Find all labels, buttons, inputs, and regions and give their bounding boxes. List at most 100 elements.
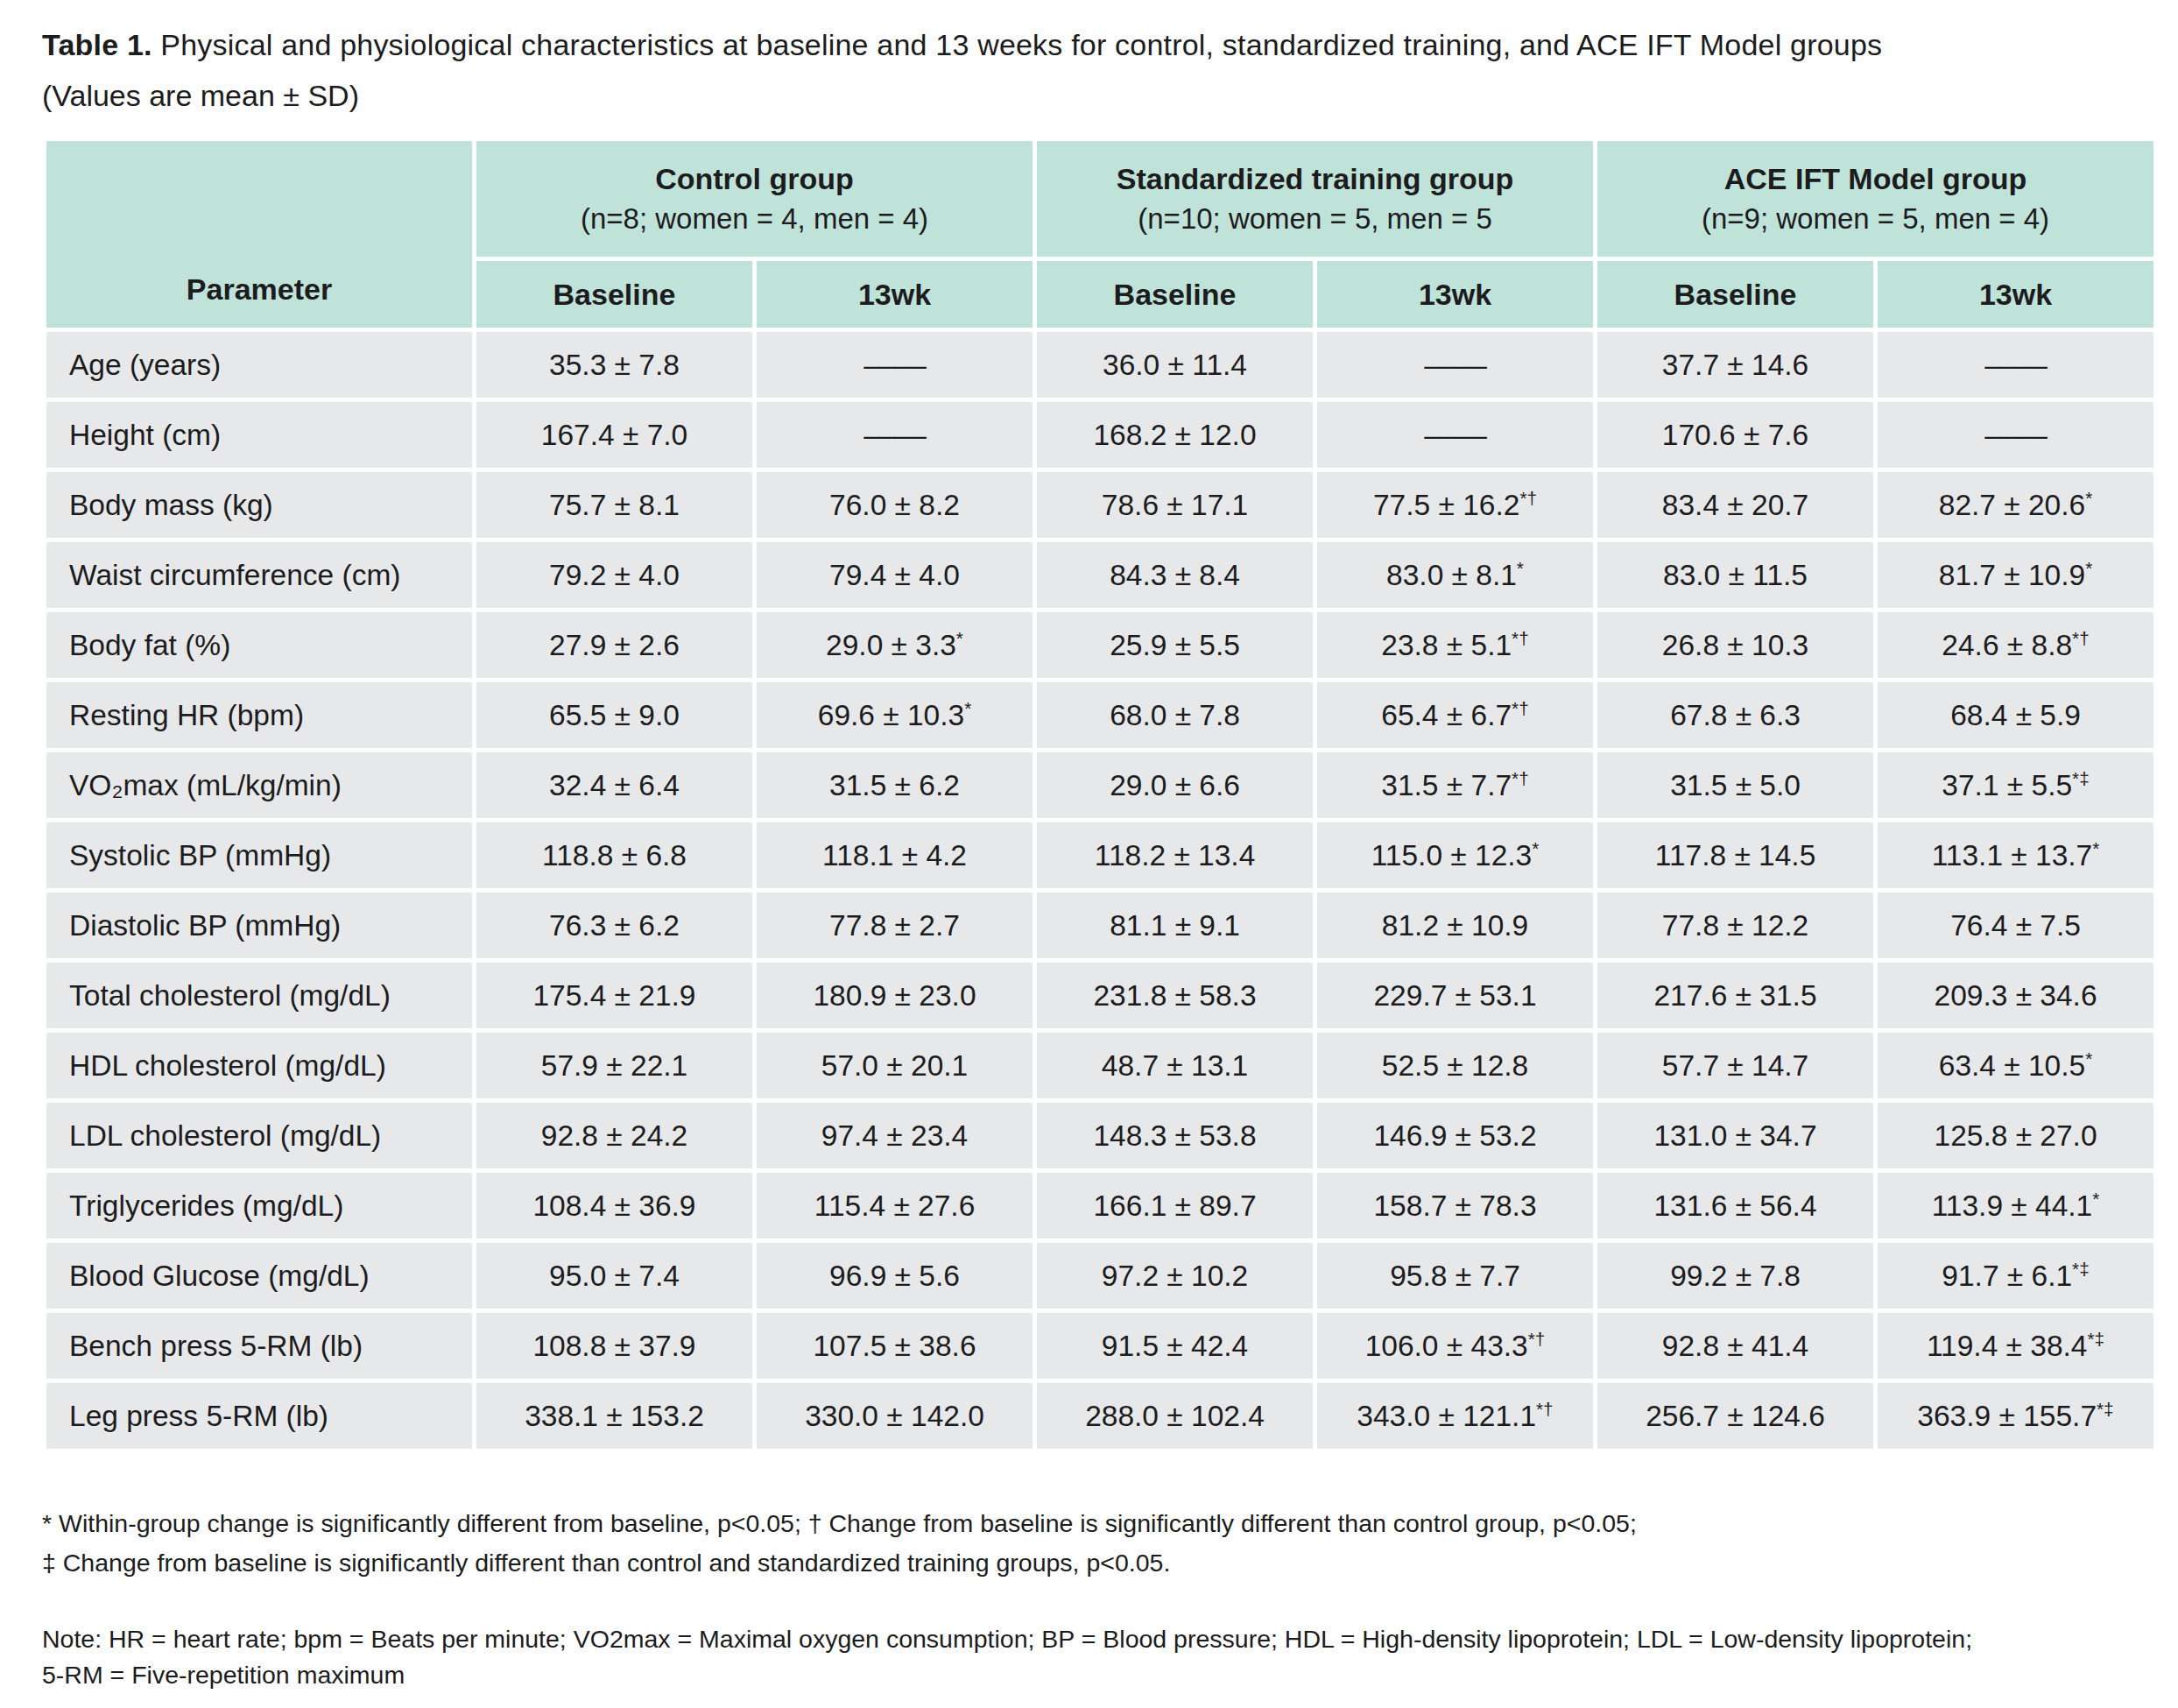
empty-value-dash: –––– (863, 419, 926, 451)
value-cell: 99.2 ± 7.8 (1597, 1243, 1873, 1309)
significance-marker: *† (1536, 1398, 1554, 1418)
value-cell: 27.9 ± 2.6 (476, 612, 752, 678)
value-cell: 158.7 ± 78.3 (1317, 1173, 1593, 1239)
value-cell: 79.2 ± 4.0 (476, 542, 752, 608)
value-cell: 76.3 ± 6.2 (476, 893, 752, 958)
value-cell: 84.3 ± 8.4 (1037, 542, 1313, 608)
table-caption-text: Physical and physiological characteristi… (160, 28, 1882, 61)
group-detail: (n=8; women = 4, men = 4) (476, 200, 1033, 238)
value-cell: 23.8 ± 5.1*† (1317, 612, 1593, 678)
significance-marker: * (1517, 557, 1524, 577)
value-cell: 91.5 ± 42.4 (1037, 1313, 1313, 1379)
significance-marker: *‡ (2072, 767, 2090, 787)
value-cell: 106.0 ± 43.3*† (1317, 1313, 1593, 1379)
value-cell: 29.0 ± 3.3* (757, 612, 1033, 678)
value-cell: 180.9 ± 23.0 (757, 963, 1033, 1028)
value-cell: 92.8 ± 41.4 (1597, 1313, 1873, 1379)
value-cell: 330.0 ± 142.0 (757, 1383, 1033, 1449)
value-cell: 37.7 ± 14.6 (1597, 332, 1873, 398)
group-header-standardized: Standardized training group (n=10; women… (1037, 141, 1593, 257)
value-cell: –––– (1878, 332, 2153, 398)
table-number: Table 1. (42, 28, 152, 61)
table-row: LDL cholesterol (mg/dL)92.8 ± 24.297.4 ±… (46, 1103, 2153, 1168)
table-row: Bench press 5-RM (lb)108.8 ± 37.9107.5 ±… (46, 1313, 2153, 1379)
value-cell: 170.6 ± 7.6 (1597, 402, 1873, 468)
parameter-column-header: Parameter (46, 141, 472, 328)
value-cell: 52.5 ± 12.8 (1317, 1033, 1593, 1098)
significance-marker: * (2085, 1048, 2092, 1068)
group-header-control: Control group (n=8; women = 4, men = 4) (476, 141, 1033, 257)
value-cell: 76.0 ± 8.2 (757, 472, 1033, 538)
significance-marker: *† (1512, 627, 1529, 647)
value-cell: 68.0 ± 7.8 (1037, 682, 1313, 748)
value-cell: 91.7 ± 6.1*‡ (1878, 1243, 2153, 1309)
empty-value-dash: –––– (1424, 349, 1486, 381)
value-cell: 57.0 ± 20.1 (757, 1033, 1033, 1098)
significance-marker: * (2092, 837, 2099, 858)
value-cell: 77.8 ± 2.7 (757, 893, 1033, 958)
significance-marker: * (1532, 837, 1539, 858)
significance-marker: *† (1528, 1328, 1546, 1348)
value-cell: 78.6 ± 17.1 (1037, 472, 1313, 538)
value-cell: 67.8 ± 6.3 (1597, 682, 1873, 748)
value-cell: 92.8 ± 24.2 (476, 1103, 752, 1168)
table-row: Systolic BP (mmHg)118.8 ± 6.8118.1 ± 4.2… (46, 822, 2153, 888)
parameter-cell: Systolic BP (mmHg) (46, 822, 472, 888)
value-cell: 37.1 ± 5.5*‡ (1878, 752, 2153, 818)
value-cell: 82.7 ± 20.6* (1878, 472, 2153, 538)
subheader-cell: 13wk (757, 261, 1033, 328)
value-cell: 113.1 ± 13.7* (1878, 822, 2153, 888)
note-line: Note: HR = heart rate; bpm = Beats per m… (42, 1621, 2143, 1657)
value-cell: 117.8 ± 14.5 (1597, 822, 1873, 888)
subheader-cell: Baseline (1037, 261, 1313, 328)
subheader-cell: Baseline (1597, 261, 1873, 328)
value-cell: 81.2 ± 10.9 (1317, 893, 1593, 958)
empty-value-dash: –––– (1424, 419, 1486, 451)
value-cell: 288.0 ± 102.4 (1037, 1383, 1313, 1449)
subheader-cell: 13wk (1878, 261, 2153, 328)
significance-marker: * (964, 697, 971, 717)
table-row: Diastolic BP (mmHg)76.3 ± 6.277.8 ± 2.78… (46, 893, 2153, 958)
subheader-cell: Baseline (476, 261, 752, 328)
footnotes: * Within-group change is significantly d… (42, 1504, 2143, 1583)
value-cell: 175.4 ± 21.9 (476, 963, 752, 1028)
value-cell: 68.4 ± 5.9 (1878, 682, 2153, 748)
value-cell: 168.2 ± 12.0 (1037, 402, 1313, 468)
parameter-cell: Leg press 5-RM (lb) (46, 1383, 472, 1449)
page: Table 1. Physical and physiological char… (0, 0, 2178, 1708)
value-cell: 119.4 ± 38.4*‡ (1878, 1313, 2153, 1379)
abbreviation-notes: Note: HR = heart rate; bpm = Beats per m… (42, 1621, 2143, 1693)
table-row: Body fat (%)27.9 ± 2.629.0 ± 3.3*25.9 ± … (46, 612, 2153, 678)
significance-marker: * (2092, 1188, 2099, 1208)
parameter-cell: Body fat (%) (46, 612, 472, 678)
table-caption: Table 1. Physical and physiological char… (42, 23, 2143, 67)
value-cell: 83.4 ± 20.7 (1597, 472, 1873, 538)
table-row: HDL cholesterol (mg/dL)57.9 ± 22.157.0 ±… (46, 1033, 2153, 1098)
group-detail: (n=9; women = 5, men = 4) (1597, 200, 2153, 238)
value-cell: 77.5 ± 16.2*† (1317, 472, 1593, 538)
value-cell: 31.5 ± 5.0 (1597, 752, 1873, 818)
value-cell: 131.0 ± 34.7 (1597, 1103, 1873, 1168)
value-cell: 118.8 ± 6.8 (476, 822, 752, 888)
value-cell: 48.7 ± 13.1 (1037, 1033, 1313, 1098)
parameter-cell: Blood Glucose (mg/dL) (46, 1243, 472, 1309)
value-cell: 95.8 ± 7.7 (1317, 1243, 1593, 1309)
subheader-cell: 13wk (1317, 261, 1593, 328)
table-row: Triglycerides (mg/dL)108.4 ± 36.9115.4 ±… (46, 1173, 2153, 1239)
significance-marker: *† (1519, 487, 1537, 507)
value-cell: 231.8 ± 58.3 (1037, 963, 1313, 1028)
value-cell: 115.0 ± 12.3* (1317, 822, 1593, 888)
value-cell: 209.3 ± 34.6 (1878, 963, 2153, 1028)
value-cell: 31.5 ± 6.2 (757, 752, 1033, 818)
significance-marker: *† (1512, 697, 1529, 717)
value-cell: 76.4 ± 7.5 (1878, 893, 2153, 958)
value-cell: 146.9 ± 53.2 (1317, 1103, 1593, 1168)
value-cell: 77.8 ± 12.2 (1597, 893, 1873, 958)
parameter-cell: LDL cholesterol (mg/dL) (46, 1103, 472, 1168)
significance-marker: *† (2072, 627, 2090, 647)
group-header-row: Parameter Control group (n=8; women = 4,… (46, 141, 2153, 257)
value-cell: 343.0 ± 121.1*† (1317, 1383, 1593, 1449)
value-cell: 26.8 ± 10.3 (1597, 612, 1873, 678)
value-cell: 97.2 ± 10.2 (1037, 1243, 1313, 1309)
value-cell: 65.5 ± 9.0 (476, 682, 752, 748)
